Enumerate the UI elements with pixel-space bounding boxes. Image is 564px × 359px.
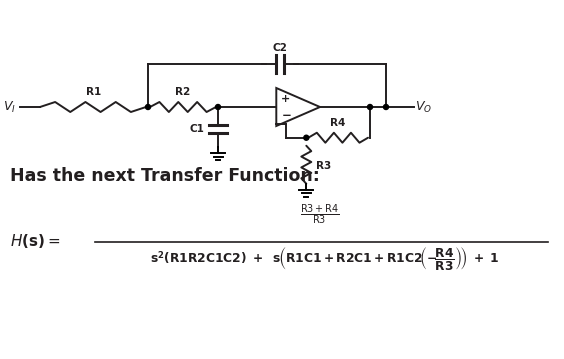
Text: R1: R1 [86, 87, 102, 97]
Circle shape [304, 135, 309, 140]
Circle shape [368, 104, 372, 109]
Text: $\frac{\mathrm{R3}+\mathrm{R4}}{\mathrm{R3}}$: $\frac{\mathrm{R3}+\mathrm{R4}}{\mathrm{… [300, 203, 340, 227]
Text: $H\mathbf{(s)}=$: $H\mathbf{(s)}=$ [10, 232, 60, 250]
Text: R3: R3 [316, 161, 332, 171]
Circle shape [215, 104, 221, 109]
Text: R4: R4 [331, 118, 346, 128]
Text: $V_I$: $V_I$ [3, 99, 16, 115]
Text: C2: C2 [272, 43, 288, 53]
Text: −: − [281, 109, 291, 122]
Text: C1: C1 [189, 124, 204, 134]
Circle shape [146, 104, 151, 109]
Text: $\mathbf{s^2(R1R2C1C2)\ +\ \ s\!\left(R1C1+R2C1+R1C2\!\left(-\!\dfrac{R4}{R3}\ri: $\mathbf{s^2(R1R2C1C2)\ +\ \ s\!\left(R1… [150, 246, 500, 272]
Text: $V_O$: $V_O$ [415, 99, 432, 115]
Text: +: + [281, 94, 290, 104]
Text: Has the next Transfer Function:: Has the next Transfer Function: [10, 167, 320, 185]
Circle shape [384, 104, 389, 109]
Text: R2: R2 [175, 87, 191, 97]
